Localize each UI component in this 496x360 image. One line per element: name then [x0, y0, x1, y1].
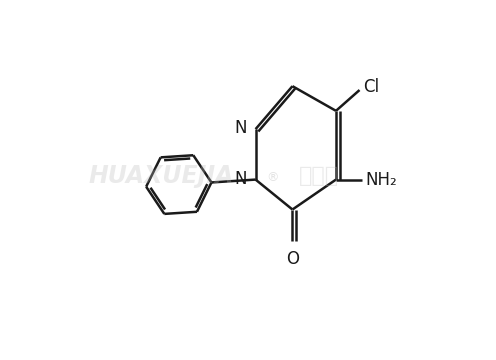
Text: 化学加: 化学加 — [299, 166, 339, 186]
Text: N: N — [234, 119, 247, 137]
Text: NH₂: NH₂ — [365, 171, 397, 189]
Text: N: N — [234, 170, 247, 188]
Text: ®: ® — [266, 171, 278, 184]
Text: Cl: Cl — [363, 78, 379, 96]
Text: HUAXUEJIA: HUAXUEJIA — [89, 164, 234, 188]
Text: O: O — [286, 250, 299, 268]
